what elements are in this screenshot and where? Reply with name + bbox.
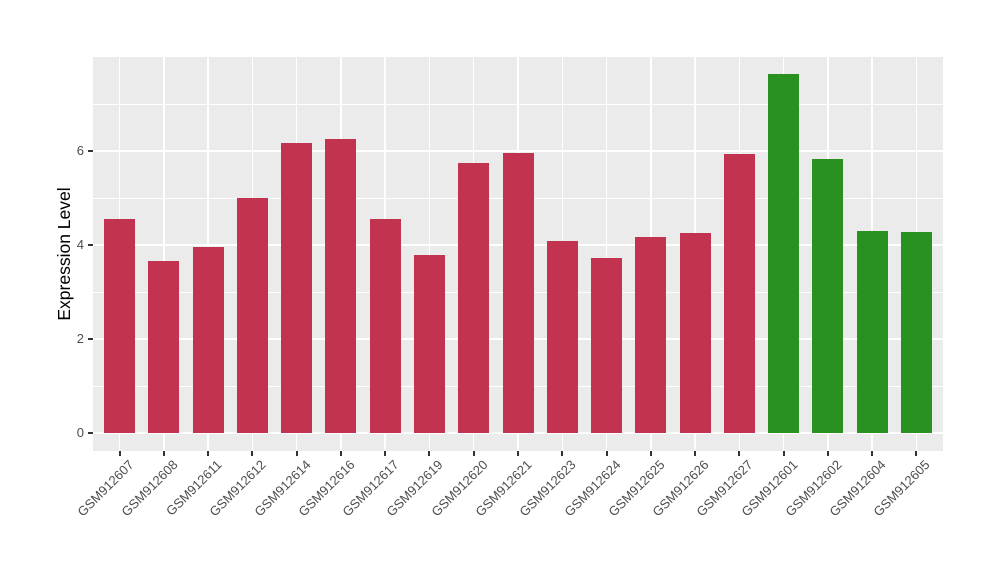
plot-panel [93,57,943,451]
y-tick-label: 6 [76,143,84,158]
x-axis-tick [782,451,785,456]
bar [236,198,268,433]
y-axis-tick [88,150,93,152]
bar [768,74,800,433]
bar [900,231,932,433]
y-axis-tick [88,244,93,246]
bar [723,153,755,433]
x-tick-label: GSM912605 [870,457,934,520]
x-axis-tick [605,451,608,456]
x-axis-tick [384,451,387,456]
bar [635,236,667,433]
x-axis-tick [472,451,475,456]
v-gridline [163,57,165,451]
x-axis-tick [517,451,519,456]
bar [325,138,357,433]
bar [192,246,224,433]
bar [546,240,578,433]
y-tick-label: 2 [76,331,84,346]
x-axis-tick [162,451,165,456]
bar [458,162,490,433]
y-axis-title: Expression Level [54,187,74,321]
bar [281,142,313,433]
x-axis-tick [738,451,741,456]
bar [502,153,534,433]
y-tick-label: 0 [76,425,84,440]
bar [679,232,711,433]
y-axis-tick [88,338,93,340]
x-axis-tick [339,451,342,456]
x-axis-tick [649,451,652,456]
y-axis-tick [88,432,93,434]
bar [413,254,445,433]
x-axis-tick [251,451,254,456]
x-axis-tick [694,451,697,456]
x-axis-tick [871,451,874,456]
x-axis-tick [561,451,564,456]
x-axis-tick [118,451,121,456]
x-axis-tick [207,451,210,456]
bar [812,159,844,433]
v-gridline [605,57,608,451]
x-axis-tick [295,451,298,456]
y-tick-label: 4 [76,237,84,252]
bar [148,260,180,433]
v-gridline [428,57,431,451]
bar [591,257,623,433]
bar [856,230,888,433]
x-axis-tick [826,451,829,456]
x-axis-tick [428,451,431,456]
bar [369,219,401,433]
x-axis-tick [915,451,918,456]
bar [104,219,136,433]
